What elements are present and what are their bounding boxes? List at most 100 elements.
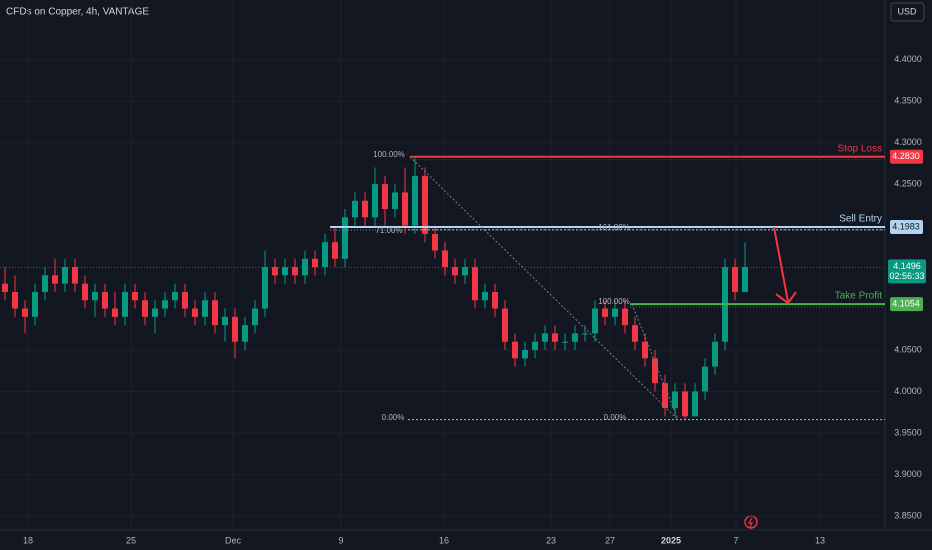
candle-body: [632, 325, 638, 342]
candle-body: [312, 258, 318, 268]
candle: [392, 184, 398, 218]
candle: [732, 258, 738, 301]
x-tick-label: Dec: [225, 535, 242, 545]
candle-body: [282, 267, 288, 276]
candle: [102, 283, 108, 317]
candle: [72, 258, 78, 292]
candle-body: [322, 242, 328, 268]
x-tick-label: 13: [815, 535, 825, 545]
candle: [632, 316, 638, 351]
y-tick-label: 3.9000: [894, 469, 922, 479]
candle: [332, 225, 338, 268]
last-price: 4.1496: [893, 261, 921, 271]
candle: [572, 325, 578, 351]
candle: [422, 167, 428, 243]
candle: [522, 341, 528, 367]
currency-label[interactable]: USD: [897, 6, 917, 16]
candle-body: [622, 308, 628, 326]
candle-body: [592, 308, 598, 334]
candle-body: [522, 350, 528, 359]
candle: [612, 300, 618, 326]
candle-body: [642, 341, 648, 359]
candle: [652, 350, 658, 392]
x-tick-label: 18: [23, 535, 33, 545]
candle: [402, 167, 408, 234]
candle: [182, 283, 188, 317]
x-tick-label: 7: [733, 535, 738, 545]
candle: [382, 175, 388, 226]
candle-body: [482, 291, 488, 301]
y-tick-label: 3.9500: [894, 427, 922, 437]
y-tick-label: 4.4000: [894, 54, 922, 64]
candle-body: [262, 267, 268, 309]
candle: [132, 283, 138, 309]
candle: [492, 283, 498, 317]
candle-body: [72, 267, 78, 284]
candle: [62, 258, 68, 292]
candle: [512, 333, 518, 367]
candle: [482, 283, 488, 309]
candle-body: [352, 200, 358, 218]
candle-body: [702, 366, 708, 392]
candle-body: [672, 391, 678, 409]
candle-body: [232, 316, 238, 342]
y-tick-label: 3.8500: [894, 510, 922, 520]
y-tick-label: 4.3000: [894, 137, 922, 147]
candle-body: [332, 242, 338, 259]
level-name: Take Profit: [835, 291, 882, 302]
candle-body: [92, 291, 98, 301]
candle: [302, 250, 308, 284]
candle: [352, 192, 358, 226]
candle-body: [542, 333, 548, 342]
candle-body: [212, 300, 218, 326]
candle: [202, 291, 208, 326]
candle-body: [732, 267, 738, 292]
fib-trend: [409, 156, 679, 421]
candle-body: [682, 391, 688, 417]
candle-body: [112, 308, 118, 317]
fib-label: 71.00%: [375, 226, 402, 235]
candle: [552, 325, 558, 351]
candle: [172, 283, 178, 309]
candle-body: [662, 383, 668, 409]
candle: [222, 308, 228, 342]
candle: [702, 358, 708, 400]
candle-body: [32, 291, 38, 317]
candle-body: [602, 308, 608, 317]
currency-button[interactable]: [890, 2, 925, 22]
candle: [452, 258, 458, 284]
candle-body: [192, 308, 198, 317]
candle: [712, 333, 718, 375]
candle-body: [562, 341, 568, 343]
candle-body: [182, 291, 188, 309]
candle-body: [552, 333, 558, 342]
fib-label: 100.00%: [373, 150, 405, 159]
fib-label: 0.00%: [382, 413, 405, 422]
candle: [82, 275, 88, 309]
candle-body: [502, 308, 508, 342]
candle-body: [22, 308, 28, 317]
candle: [232, 308, 238, 359]
candle: [272, 258, 278, 284]
candle-body: [712, 341, 718, 367]
candle: [312, 250, 318, 276]
candle-body: [252, 308, 258, 326]
candle-body: [362, 200, 368, 218]
candle-body: [292, 267, 298, 276]
candle-body: [122, 291, 128, 317]
candle: [112, 291, 118, 326]
candle: [92, 283, 98, 317]
candle-body: [452, 267, 458, 276]
candle-body: [462, 267, 468, 276]
last-price-box: [888, 259, 926, 284]
candle-body: [82, 283, 88, 301]
candle-body: [172, 291, 178, 301]
candle-body: [692, 391, 698, 417]
candle-body: [492, 291, 498, 309]
candle: [542, 325, 548, 351]
y-tick-label: 4.2500: [894, 179, 922, 189]
candle-body: [12, 291, 18, 309]
candle-body: [532, 341, 538, 351]
candle-body: [162, 300, 168, 309]
candle-body: [152, 308, 158, 317]
